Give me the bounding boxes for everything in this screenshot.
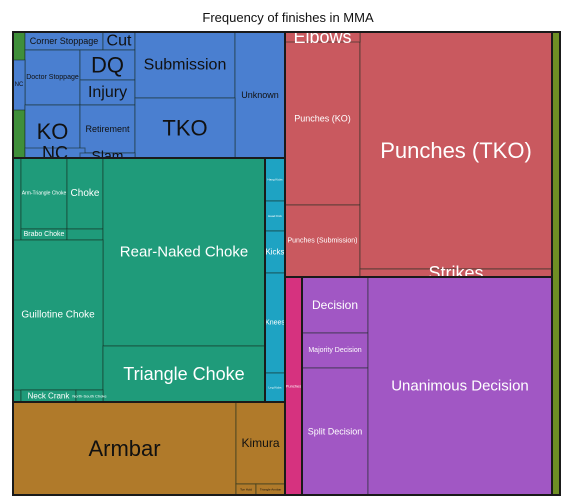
treemap-cell-submission: Submission <box>134 31 236 99</box>
treemap-label: Hang Kicks <box>267 178 283 182</box>
treemap-label: Punches (Submission) <box>287 238 357 245</box>
treemap-cell-toe-hold: Toe Hold <box>235 483 257 496</box>
treemap-label: Knees <box>265 320 285 327</box>
treemap-rect <box>234 31 286 159</box>
treemap-label: Toe Hold <box>240 488 252 492</box>
treemap-cell-guillotine-choke: Guillotine Choke <box>12 239 104 391</box>
treemap-cell-dq: DQ <box>79 49 136 81</box>
treemap-label: Injury <box>88 84 127 101</box>
treemap-label: Choke <box>71 188 100 199</box>
treemap-rect <box>284 31 361 206</box>
treemap-cell-hang-kicks: Hang Kicks <box>264 157 286 202</box>
treemap-cell-nc-small: NC <box>12 59 26 111</box>
treemap-rect <box>12 401 237 496</box>
treemap-label: Split Decision <box>308 427 363 437</box>
treemap-label: Unknown <box>241 90 279 100</box>
treemap-cell-knees: Knees <box>264 272 286 374</box>
treemap-label: Retirement <box>85 124 130 134</box>
treemap-cell-doctor-stoppage: Doctor Stoppage <box>24 49 81 106</box>
treemap-rect <box>102 157 266 347</box>
treemap-rect <box>66 228 104 241</box>
treemap-rect <box>102 345 266 403</box>
treemap-cell-triangle-choke: Triangle Choke <box>102 345 266 403</box>
treemap-label: Leg Kicks <box>268 386 282 390</box>
treemap-cell-neck-crank: Neck Crank <box>20 389 77 403</box>
treemap-label: Corner Stoppage <box>30 36 99 46</box>
treemap-label: Armbar <box>88 436 160 461</box>
treemap-cell-retirement: Retirement <box>79 104 136 154</box>
treemap-cell-corner-stoppage: Corner Stoppage <box>24 31 104 51</box>
treemap-cell-choke: Choke <box>66 157 104 230</box>
treemap-cell-majority-decision: Majority Decision <box>301 332 369 369</box>
treemap-cell <box>551 31 561 496</box>
treemap-cell-punches-submission: Punches (Submission) <box>284 204 361 278</box>
treemap-cell-arm-triangle-choke: Arm-Triangle Choke <box>20 157 68 230</box>
treemap-group-border <box>12 31 561 496</box>
treemap-cell-decision: Decision <box>301 276 369 334</box>
treemap-rect <box>235 401 286 485</box>
treemap-rect <box>551 31 561 496</box>
treemap-cell-head-kick: Head Kick <box>264 200 286 232</box>
treemap-cell-triangle-armbar: Triangle Armbar <box>255 483 286 496</box>
treemap-label: Punches (TKO) <box>380 138 532 163</box>
treemap-cell-split-decision: Split Decision <box>301 367 369 496</box>
treemap-label: Brabo Choke <box>24 231 65 238</box>
treemap-cell-punches-tko: Punches (TKO) <box>359 31 553 270</box>
treemap-label: North-South Choke <box>72 394 107 399</box>
treemap-label: Decision <box>312 298 358 312</box>
treemap-label: Arm-Triangle Choke <box>22 191 67 197</box>
treemap-label: Triangle Choke <box>123 364 244 384</box>
treemap-cell-rear-naked-choke: Rear-Naked Choke <box>102 157 266 347</box>
treemap-cell-cut: Cut <box>102 31 136 51</box>
treemap-rect <box>79 49 136 81</box>
treemap-label: Kicks <box>265 248 284 257</box>
treemap-label: Kimura <box>241 436 279 450</box>
treemap-rect <box>134 31 236 99</box>
treemap-rect <box>359 31 553 270</box>
treemap-cell <box>66 228 104 241</box>
treemap-label: Elbows <box>293 27 351 47</box>
treemap-label: Rear-Naked Choke <box>120 244 248 261</box>
treemap-cell-injury: Injury <box>79 79 136 106</box>
treemap-label: Neck Crank <box>28 392 71 401</box>
treemap-cell-kicks: Kicks <box>264 230 286 274</box>
treemap-cell-kimura: Kimura <box>235 401 286 485</box>
treemap-label: Unanimous Decision <box>391 378 529 395</box>
treemap-cell-armbar: Armbar <box>12 401 237 496</box>
treemap-label: TKO <box>162 116 207 141</box>
treemap-label: Head Kick <box>268 214 282 218</box>
treemap-label: Doctor Stoppage <box>26 74 79 81</box>
treemap-label: Submission <box>144 57 227 74</box>
treemap-rect <box>20 157 68 230</box>
treemap-cell-punches-small: Punches <box>284 276 303 496</box>
treemap-rect <box>134 97 236 159</box>
chart-title: Frequency of finishes in MMA <box>202 10 374 25</box>
treemap-cell-leg-kicks: Leg Kicks <box>264 372 286 403</box>
treemap-label: Majority Decision <box>308 347 361 354</box>
treemap-cell-punches-ko: Punches (KO) <box>284 31 361 206</box>
treemap-label: KO <box>37 119 69 144</box>
treemap-label: NC <box>15 82 24 88</box>
treemap-label: Cut <box>107 33 132 50</box>
treemap-cell-north-south-choke: North-South Choke <box>72 389 107 403</box>
treemap-cell-brabo-choke: Brabo Choke <box>20 228 68 241</box>
treemap-cell-unanimous-decision: Unanimous Decision <box>367 276 553 496</box>
treemap-label: Punches <box>286 384 302 389</box>
treemap-cell-elbows: Elbows <box>284 27 361 47</box>
treemap-cell-unknown: Unknown <box>234 31 286 159</box>
treemap-label: Triangle Armbar <box>260 488 281 492</box>
treemap-rect <box>12 239 104 391</box>
treemap-label: Guillotine Choke <box>21 310 95 321</box>
treemap-label: DQ <box>91 53 124 78</box>
treemap-label: Punches (KO) <box>294 114 351 124</box>
treemap-cell-tko: TKO <box>134 97 236 159</box>
